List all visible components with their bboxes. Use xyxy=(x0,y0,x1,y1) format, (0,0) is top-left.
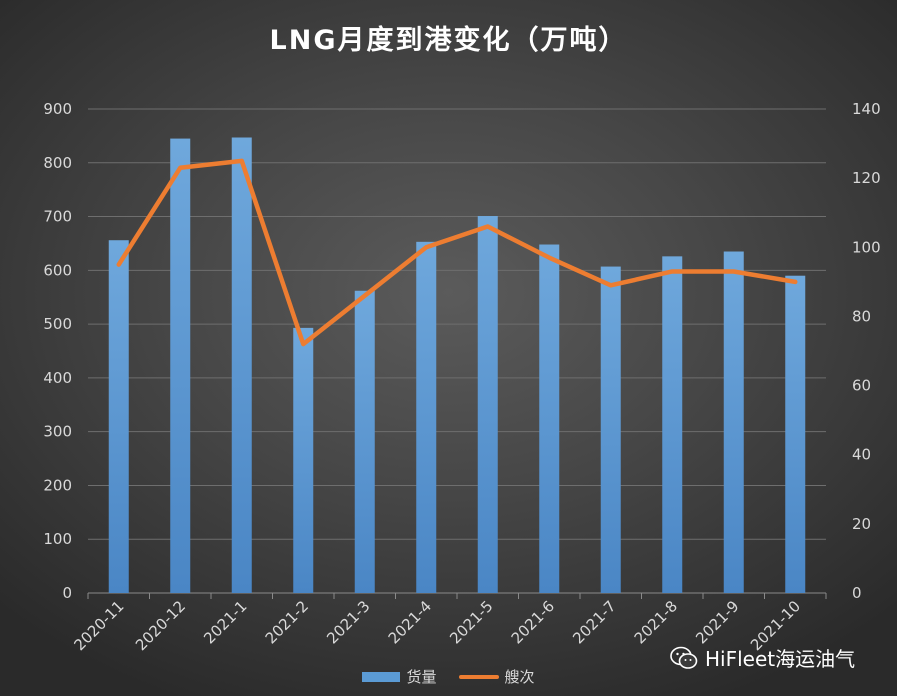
y-right-tick-label: 60 xyxy=(852,377,871,395)
legend-label-calls: 艘次 xyxy=(504,668,535,686)
y-right-tick-label: 100 xyxy=(852,238,881,256)
bar xyxy=(785,275,806,593)
x-tick-label: 2021-2 xyxy=(262,597,312,647)
legend-item-volume: 货量 xyxy=(362,666,437,687)
y-left-tick-label: 700 xyxy=(43,208,72,226)
y-left-tick-label: 600 xyxy=(43,261,72,279)
y-left-tick-label: 800 xyxy=(43,154,72,172)
y-right-tick-label: 20 xyxy=(852,515,871,533)
y-left-tick-label: 100 xyxy=(43,530,72,548)
legend-item-calls: 艘次 xyxy=(458,666,535,687)
y-left-tick-label: 900 xyxy=(43,100,72,118)
x-tick-label: 2021-4 xyxy=(385,597,435,647)
bar xyxy=(231,137,252,593)
x-tick-label: 2020-11 xyxy=(71,597,128,654)
watermark-text: HiFleet海运油气 xyxy=(705,647,856,671)
y-right-tick-label: 140 xyxy=(852,100,881,118)
x-tick-label: 2021-5 xyxy=(446,597,496,647)
y-right-tick-label: 40 xyxy=(852,446,871,464)
y-left-tick-label: 500 xyxy=(43,315,72,333)
x-tick-label: 2021-9 xyxy=(692,597,742,647)
y-right-tick-label: 120 xyxy=(852,169,881,187)
bar xyxy=(723,251,744,593)
watermark: HiFleet海运油气 xyxy=(669,643,855,672)
legend-swatch-bar xyxy=(362,671,401,682)
legend-label-volume: 货量 xyxy=(406,668,437,686)
y-left-tick-label: 300 xyxy=(43,423,72,441)
bar xyxy=(354,290,375,593)
series-line xyxy=(116,158,798,347)
legend-swatch-line xyxy=(458,674,499,679)
y-left-tick-label: 200 xyxy=(43,476,72,494)
x-tick-label: 2020-12 xyxy=(132,597,189,654)
x-tick-label: 2021-3 xyxy=(323,597,373,647)
legend: 货量 艘次 xyxy=(0,666,897,687)
x-tick-label: 2021-8 xyxy=(631,597,681,647)
x-tick-label: 2021-1 xyxy=(200,597,250,647)
x-tick-label: 2021-7 xyxy=(569,597,619,647)
chart-title: LNG月度到港变化（万吨） xyxy=(269,25,628,56)
bar xyxy=(600,266,621,593)
y-left-tick-label: 400 xyxy=(43,369,72,387)
wechat-icon xyxy=(670,646,698,669)
x-tick-label: 2021-6 xyxy=(508,597,558,647)
bar xyxy=(293,327,314,593)
bar xyxy=(170,138,191,594)
y-right-tick-label: 80 xyxy=(852,307,871,325)
bar xyxy=(662,256,683,593)
bar xyxy=(416,241,437,593)
y-left-tick-label: 0 xyxy=(62,584,72,602)
bar xyxy=(539,244,560,593)
y-right-tick-label: 0 xyxy=(852,584,862,602)
bar xyxy=(108,240,129,593)
bar xyxy=(477,216,498,594)
